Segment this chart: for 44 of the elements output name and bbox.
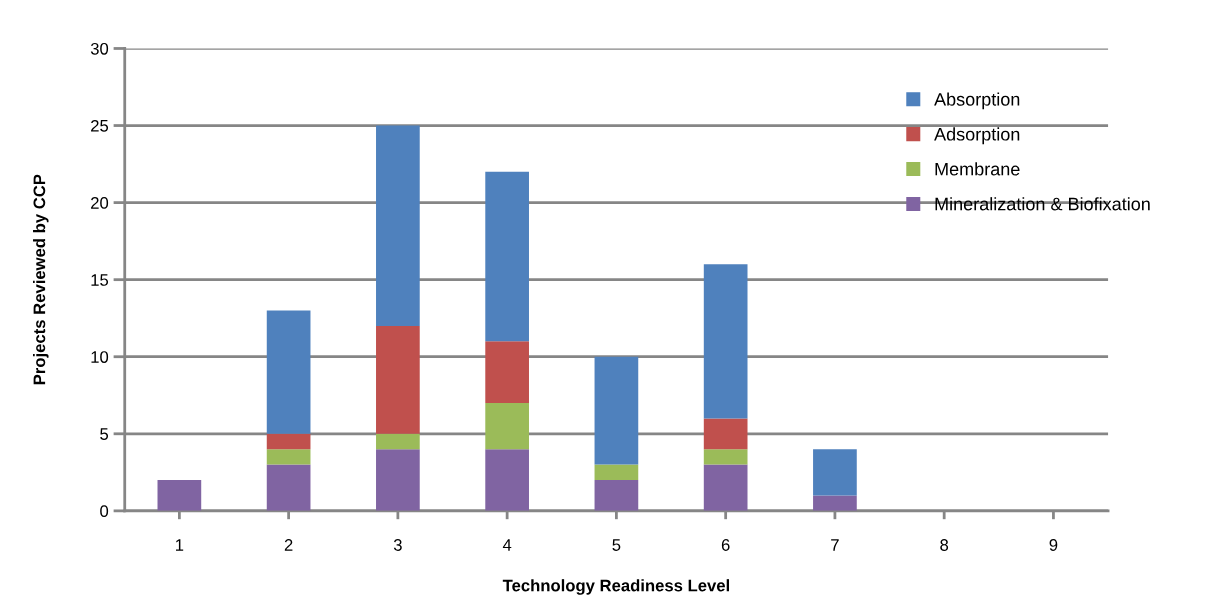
bar [376,433,420,450]
legend-label: Adsorption [934,127,1020,145]
y-tick-label: 25 [91,119,109,132]
legend-label: Absorption [934,92,1020,110]
bar [485,171,529,342]
bar [703,449,748,465]
legend-label: Mineralization & Biofixation [935,197,1150,211]
bar [703,418,748,450]
bar [594,464,639,481]
y-tick-label: 20 [91,197,109,209]
y-tick-label: 15 [91,274,109,286]
bar [485,402,529,450]
bar [266,433,311,450]
y-tick-label: 0 [100,505,109,518]
y-axis-title: Projects Reviewed by CCP [33,174,49,385]
bar [703,264,748,419]
legend-label: Membrane [935,162,1020,176]
x-tick-label: 2 [284,539,293,551]
bar [266,310,311,434]
bar [485,341,529,403]
bar [376,125,420,326]
bar [594,480,639,511]
y-tick-label: 30 [90,42,109,55]
y-tick-label: 10 [91,351,109,363]
x-tick-label: 5 [612,539,621,551]
x-axis-title: Technology Readiness Level [502,579,729,595]
x-tick-label: 1 [176,539,184,551]
bar [266,449,311,465]
bar [157,480,202,511]
x-tick-label: 3 [393,539,402,551]
bar [594,356,639,465]
bar [485,449,529,511]
y-tick-label: 5 [100,428,109,440]
bar [703,464,748,511]
x-tick-label: 9 [1049,539,1058,551]
bar [266,464,311,511]
x-tick-label: 4 [502,539,512,551]
bar [376,325,420,434]
bar [376,449,420,511]
bar [813,449,857,496]
bar [813,495,857,511]
x-tick-label: 7 [831,539,839,551]
x-tick-label: 6 [721,539,730,551]
x-tick-label: 8 [940,539,949,551]
